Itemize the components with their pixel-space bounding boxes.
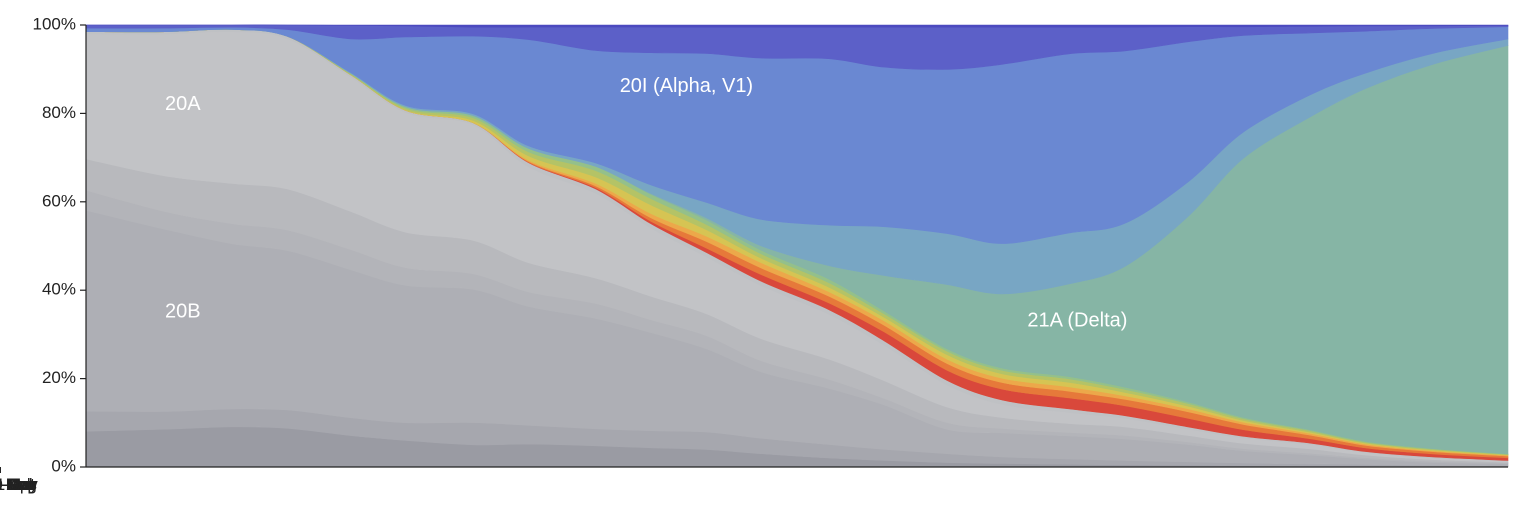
- x-tick-label: 2021-May: [0, 475, 38, 494]
- series-label-20a: 20A: [165, 93, 201, 115]
- area-lineage-violet: [86, 24, 1509, 28]
- x-tick-label: 2020-Oct: [0, 475, 35, 494]
- series-label-21a-delta: 21A (Delta): [1027, 309, 1127, 331]
- x-tick-label: 2021-Jun: [0, 475, 35, 494]
- x-tick-label: 2021-Jan: [0, 475, 35, 494]
- x-tick-label: 2021-Feb: [0, 475, 36, 494]
- y-axis: 0% 20% 40% 60% 80% 100%: [33, 14, 87, 475]
- y-tick-label: 60%: [42, 191, 76, 210]
- x-tick-label: 2021-Aug: [0, 475, 37, 494]
- y-tick-label: 80%: [42, 103, 76, 122]
- x-tick-label: 2020-Dec: [0, 475, 37, 494]
- series-label-20i-alpha-v1: 20I (Alpha, V1): [620, 75, 753, 97]
- x-tick-label: 2021-Apr: [0, 475, 35, 494]
- y-tick-label: 0%: [51, 456, 76, 475]
- x-tick-label: 2021-Sep: [0, 475, 37, 494]
- area-layer: [85, 24, 1509, 468]
- y-tick-label: 20%: [42, 368, 76, 387]
- series-label-20b: 20B: [165, 301, 201, 323]
- x-axis: 2020-Oct2020-Nov2020-Dec2021-Jan2021-Feb…: [0, 466, 1508, 494]
- y-tick-label: 100%: [33, 14, 76, 33]
- x-tick-label: 2021-Mar: [0, 475, 37, 494]
- y-tick-label: 40%: [42, 280, 76, 299]
- series-label-layer: 20A 20B 20I (Alpha, V1) 21A (Delta): [165, 75, 1127, 331]
- x-tick-label: 2021-Jul: [0, 475, 33, 494]
- x-tick-label: 2020-Nov: [0, 475, 37, 494]
